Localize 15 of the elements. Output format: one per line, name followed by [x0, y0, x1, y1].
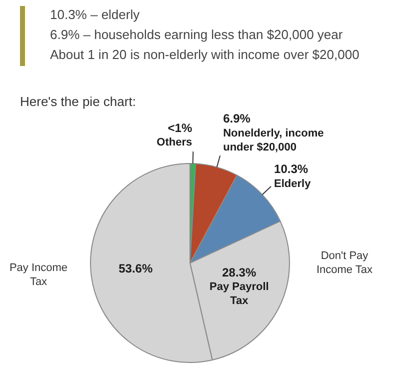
text: About 1 in 20 is non-elderly with income over $20,000: [50, 46, 360, 64]
slice-label: Pay Payroll Tax: [209, 281, 269, 308]
text: 10.3% – elderly: [50, 6, 141, 24]
text: Pay Income Tax: [9, 262, 68, 288]
data-label: 10.3%: [274, 162, 308, 176]
slice-label: Elderly: [274, 178, 312, 190]
text: Don't Pay Income Tax: [316, 250, 374, 276]
slice-label: Others: [156, 136, 192, 149]
data-label: <1%: [168, 120, 192, 135]
data-label: 53.6%: [118, 261, 153, 276]
slice-label: Nonelderly, income under $20,000: [223, 127, 324, 154]
chart-title: Here's the pie chart:: [20, 94, 136, 109]
data-label: 28.3%: [222, 265, 256, 280]
text: 6.9% – households earning less than $20,000 year: [50, 26, 344, 44]
data-label: 6.9%: [223, 112, 251, 126]
